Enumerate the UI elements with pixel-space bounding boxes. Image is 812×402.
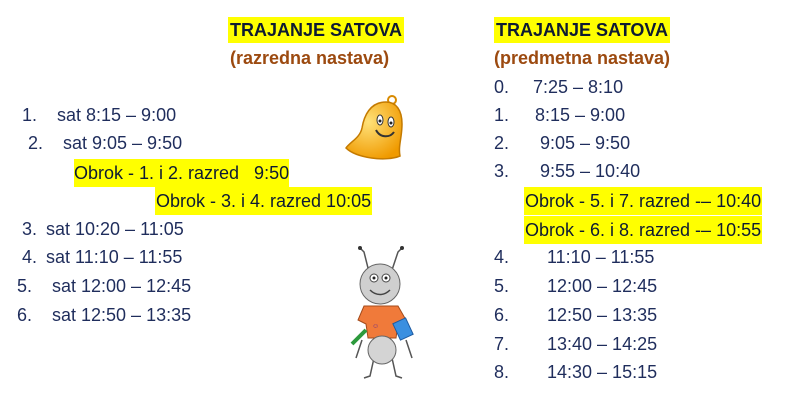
right-row-time: 14:30 – 15:15 [547, 362, 658, 382]
right-subtitle: (predmetna nastava) [494, 48, 671, 68]
left-title: TRAJANJE SATOVA [228, 17, 405, 43]
left-meal: Obrok - 1. i 2. razred 9:50 [74, 159, 290, 187]
right-row-num: 1. [494, 105, 510, 125]
svg-text:☺: ☺ [372, 323, 379, 330]
left-row-num: 1. [22, 105, 38, 125]
ant-illustration-icon: ☺ [350, 246, 414, 379]
left-row-num: 4. [22, 247, 38, 267]
right-row-time: 12:50 – 13:35 [547, 305, 658, 325]
right-row-time: 9:55 – 10:40 [540, 161, 641, 181]
left-row-time: sat 11:10 – 11:55 [46, 247, 183, 267]
right-row-num: 4. [494, 247, 510, 267]
right-row-num: 2. [494, 133, 510, 153]
right-row-num: 0. [494, 77, 510, 97]
right-row-num: 7. [494, 334, 510, 354]
left-row-time: sat 10:20 – 11:05 [46, 219, 184, 239]
left-row-num: 6. [17, 305, 33, 325]
left-meal: Obrok - 3. i 4. razred 10:05 [155, 187, 373, 215]
right-row-time: 7:25 – 8:10 [533, 77, 624, 97]
right-title: TRAJANJE SATOVA [494, 17, 671, 43]
left-subtitle: (razredna nastava) [230, 48, 390, 68]
right-row-num: 8. [494, 362, 510, 382]
right-row-time: 12:00 – 12:45 [547, 276, 658, 296]
right-row-num: 6. [494, 305, 510, 325]
right-row-time: 8:15 – 9:00 [535, 105, 626, 125]
left-row-num: 2. [28, 133, 44, 153]
right-meal: Obrok - 6. i 8. razred -– 10:55 [524, 216, 763, 244]
right-row-time: 11:10 – 11:55 [547, 247, 655, 267]
right-meal: Obrok - 5. i 7. razred -– 10:40 [524, 187, 763, 215]
left-row-time: sat 9:05 – 9:50 [63, 133, 183, 153]
bell-illustration-icon [345, 95, 403, 160]
right-row-time: 9:05 – 9:50 [540, 133, 631, 153]
left-row-time: sat 12:00 – 12:45 [52, 276, 192, 296]
right-row-num: 5. [494, 276, 510, 296]
right-row-num: 3. [494, 161, 510, 181]
left-row-time: sat 12:50 – 13:35 [52, 305, 192, 325]
left-row-time: sat 8:15 – 9:00 [57, 105, 177, 125]
left-row-num: 5. [17, 276, 33, 296]
left-row-num: 3. [22, 219, 38, 239]
right-row-time: 13:40 – 14:25 [547, 334, 658, 354]
